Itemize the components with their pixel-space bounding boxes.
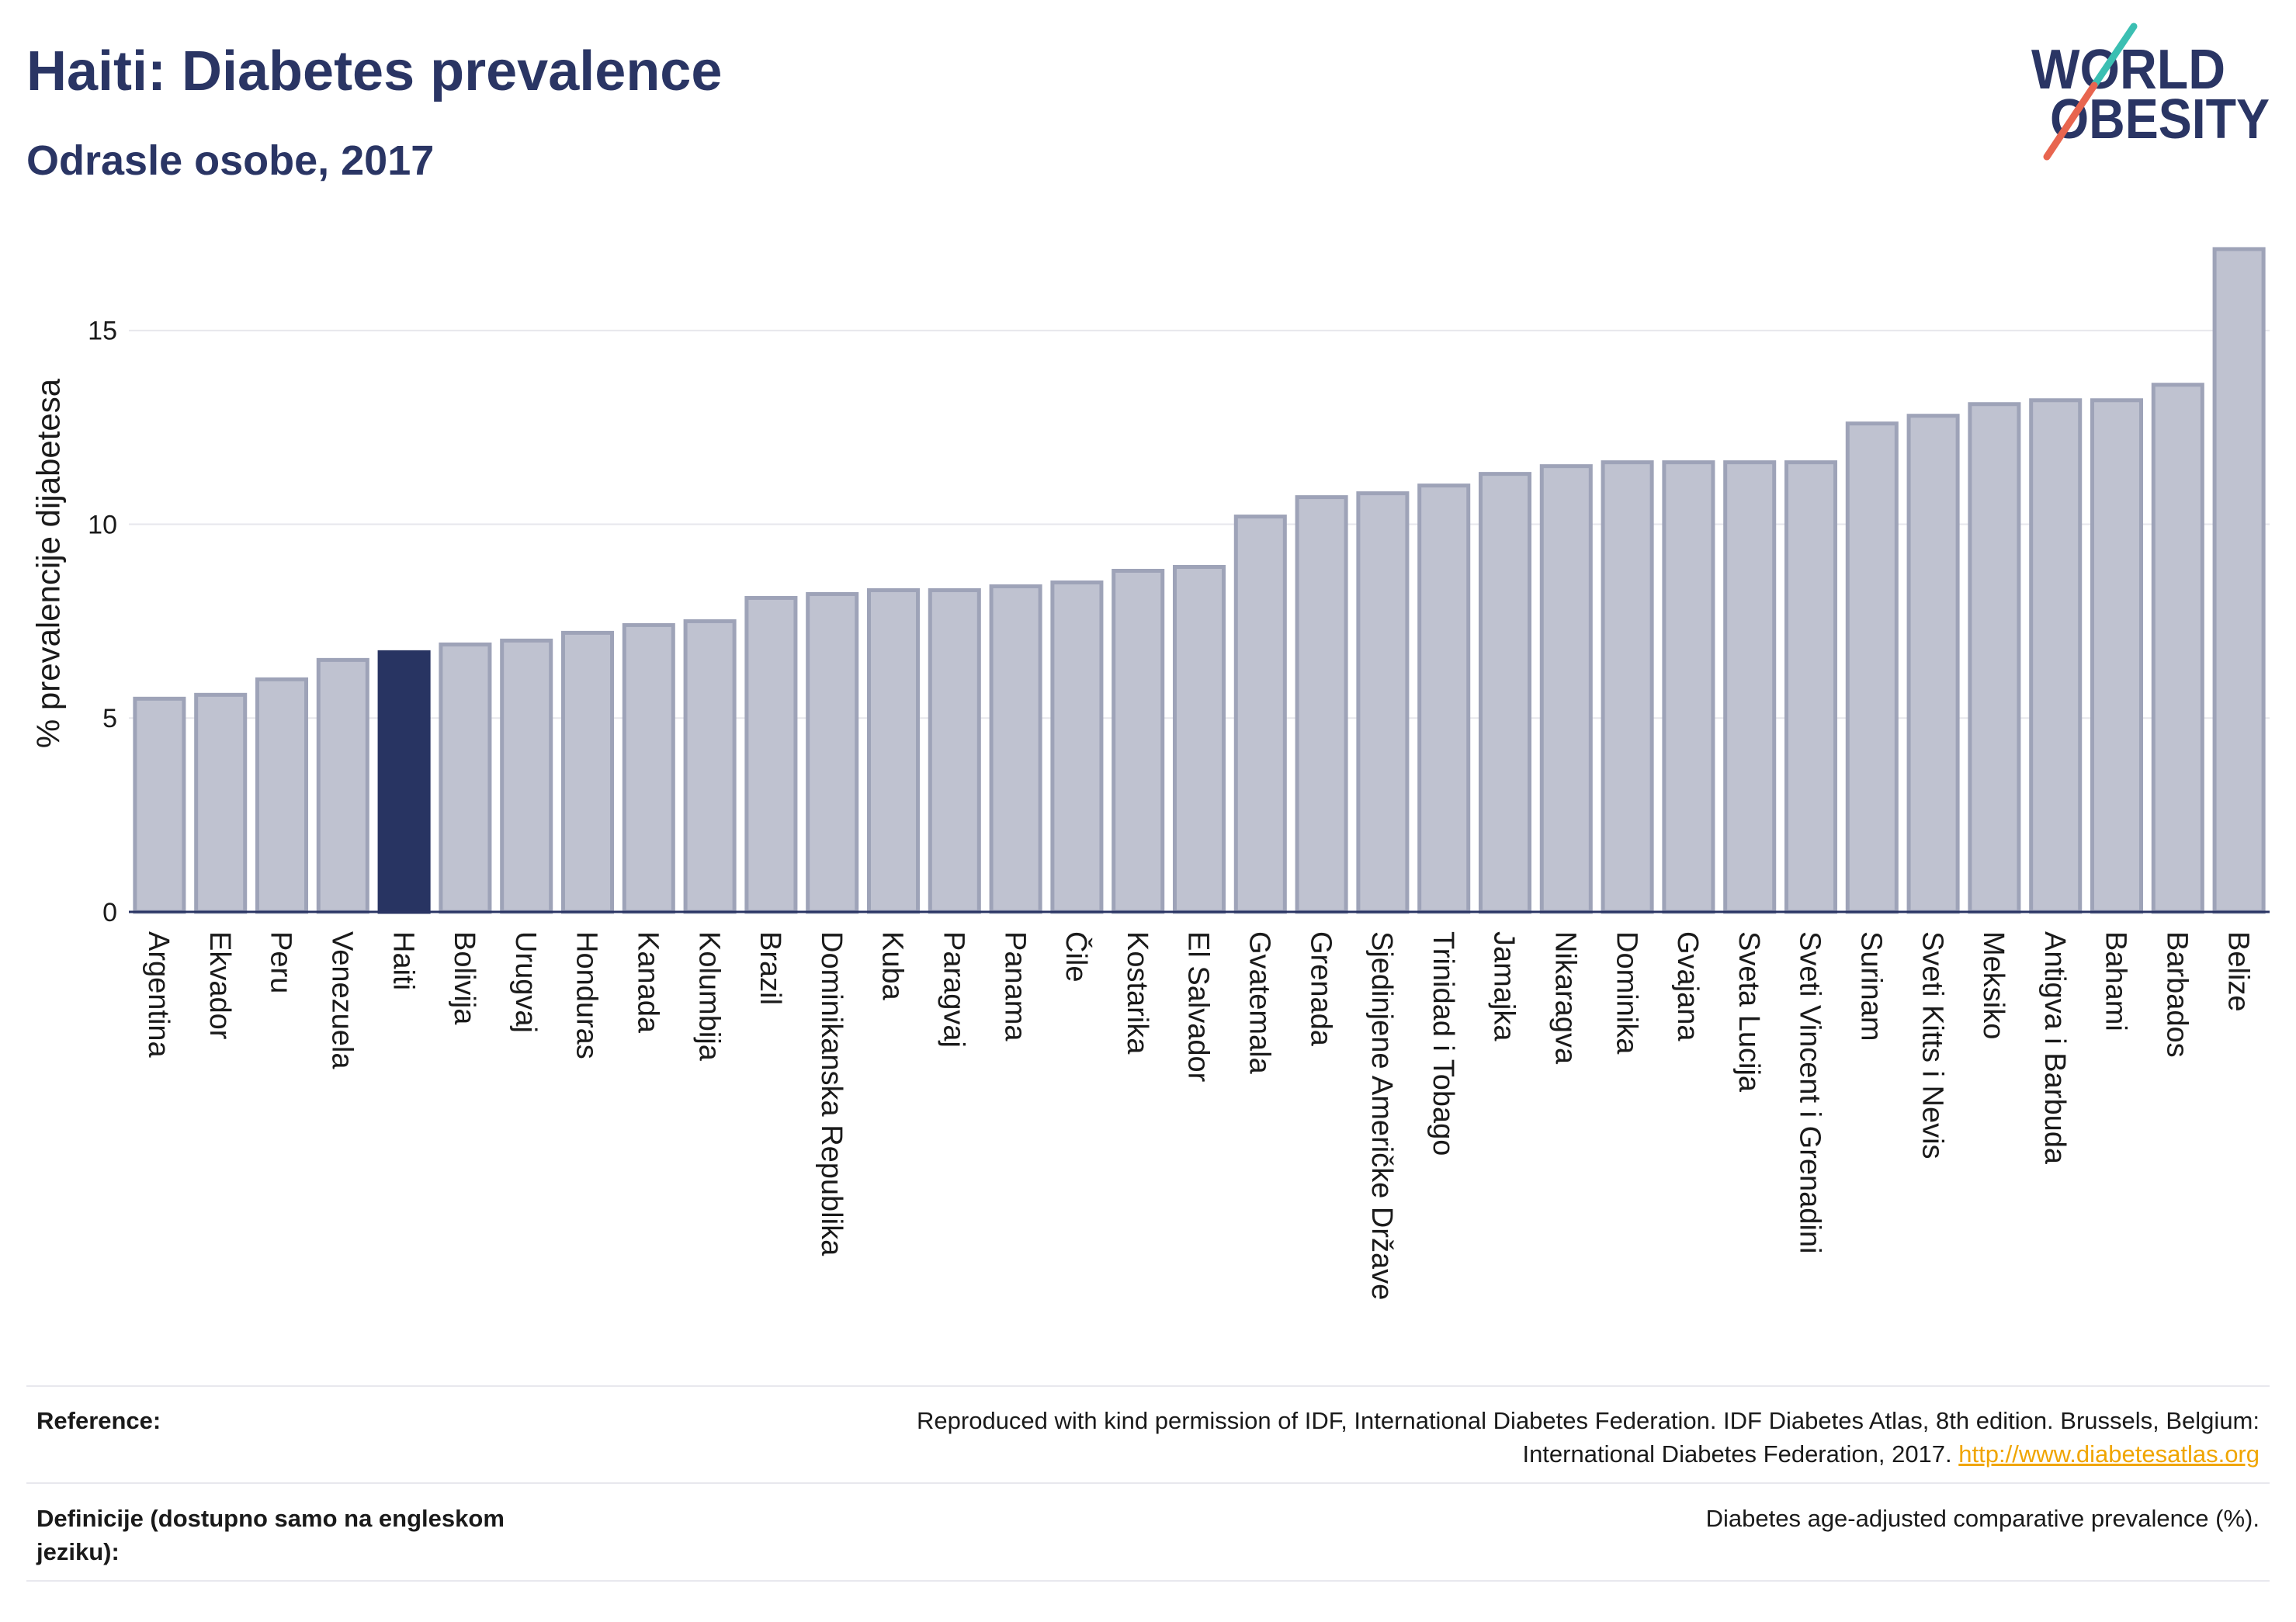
definition-text: Diabetes age-adjusted comparative preval…	[1705, 1505, 2260, 1532]
y-axis-ticks: 0 5 10 15	[88, 317, 117, 927]
x-tick-label-dominikanska-republika: Dominikanska Republika	[815, 931, 848, 1256]
reference-label: Reference:	[36, 1407, 161, 1434]
world-obesity-logo: WORLD OBESITY	[2031, 23, 2270, 161]
reference-text: Reproduced with kind permission of IDF, …	[917, 1404, 2260, 1471]
logo-word-world: WORLD	[2031, 39, 2225, 101]
x-tick-label-kuba: Kuba	[876, 931, 909, 1001]
footer-divider-top	[26, 1385, 2270, 1387]
reference-text-line-1: Reproduced with kind permission of IDF, …	[917, 1407, 2260, 1434]
x-tick-label-barbados: Barbados	[2161, 931, 2194, 1058]
x-tick-label-jamajka: Jamajka	[1488, 931, 1521, 1041]
x-tick-label-honduras: Honduras	[571, 931, 603, 1059]
bar-brazil	[744, 595, 798, 914]
bar-bahami	[2090, 398, 2144, 914]
bar-sjedinjene-americke-drzave	[1356, 491, 1410, 914]
bar-ekvador	[194, 692, 248, 914]
x-tick-label-bahami: Bahami	[2100, 931, 2132, 1031]
logo-slash-bottom	[2043, 81, 2098, 161]
x-tick-label-kanada: Kanada	[632, 931, 664, 1034]
bar-grenada	[1295, 495, 1348, 914]
x-tick-label-gvatemala: Gvatemala	[1243, 931, 1276, 1075]
x-tick-label-argentina: Argentina	[142, 931, 175, 1059]
bar-kostarika	[1112, 568, 1165, 914]
x-tick-label-ekvador: Ekvador	[203, 931, 236, 1040]
x-tick-label-kostarika: Kostarika	[1121, 931, 1153, 1055]
bar-panama	[989, 584, 1042, 914]
bar-gvatemala	[1233, 515, 1287, 914]
reference-text-line-2: International Diabetes Federation, 2017.…	[917, 1437, 2260, 1471]
x-tick-label-el-salvador: El Salvador	[1182, 931, 1215, 1083]
x-tick-label-venezuela: Venezuela	[326, 931, 359, 1069]
bar-surinam	[1845, 421, 1899, 914]
y-tick-label: 10	[88, 510, 117, 539]
x-tick-label-sjedinjene-americke-drzave: Sjedinjene Američke Države	[1365, 931, 1398, 1300]
x-tick-label-bolivija: Bolivija	[448, 931, 480, 1025]
x-tick-label-antigva-i-barbuda: Antigva i Barbuda	[2038, 931, 2071, 1165]
bar-haiti	[377, 650, 431, 914]
bar-argentina	[133, 696, 186, 914]
x-tick-label-urugvaj: Urugvaj	[509, 931, 542, 1033]
bar-sveta-lucija	[1723, 460, 1777, 914]
reference-text-publisher: International Diabetes Federation, 2017.	[1522, 1440, 1952, 1468]
reference-link[interactable]: http://www.diabetesatlas.org	[1958, 1440, 2260, 1468]
x-tick-label-cile: Čile	[1060, 931, 1094, 982]
x-tick-label-nikaragva: Nikaragva	[1549, 931, 1582, 1065]
x-tick-label-surinam: Surinam	[1855, 931, 1888, 1041]
x-tick-label-kolumbija: Kolumbija	[692, 931, 725, 1062]
x-tick-label-belize: Belize	[2221, 931, 2254, 1012]
x-tick-label-sveta-lucija: Sveta Lucija	[1732, 931, 1765, 1093]
chart-title: Haiti: Diabetes prevalence	[26, 40, 723, 102]
x-tick-label-dominika: Dominika	[1610, 931, 1642, 1055]
bar-sveti-kitts-i-nevis	[1906, 414, 1960, 914]
bar-dominika	[1601, 460, 1654, 914]
bar-peru	[255, 677, 309, 914]
bar-jamajka	[1478, 472, 1532, 914]
x-tick-label-peru: Peru	[265, 931, 297, 993]
x-tick-label-panama: Panama	[998, 931, 1031, 1041]
bar-paragvaj	[928, 587, 981, 914]
bar-barbados	[2151, 383, 2204, 914]
bar-kanada	[622, 622, 675, 914]
bar-kolumbija	[683, 619, 737, 914]
bar-chart: 0 5 10 15 Argentina Ekvador Peru Venezuela Hait…	[30, 247, 2270, 1300]
bar-meksiko	[1968, 402, 2021, 914]
y-axis-label: % prevalencije dijabetesa	[30, 378, 67, 748]
y-tick-label: 5	[102, 704, 117, 733]
y-tick-label: 0	[102, 898, 117, 927]
x-tick-label-trinidad-i-tobago: Trinidad i Tobago	[1427, 931, 1459, 1156]
chart-subtitle: Odrasle osobe, 2017	[26, 137, 435, 184]
x-tick-label-meksiko: Meksiko	[1977, 931, 2010, 1039]
bar-gvajana	[1662, 460, 1715, 914]
bar-dominikanska-republika	[806, 591, 859, 914]
x-tick-label-sveti-kitts-i-nevis: Sveti Kitts i Nevis	[1916, 931, 1948, 1159]
bar-sveti-vincent-i-grenadini	[1784, 460, 1838, 914]
bar-venezuela	[316, 657, 369, 914]
x-tick-label-gvajana: Gvajana	[1671, 931, 1704, 1041]
bar-nikaragva	[1539, 464, 1593, 914]
definition-label: Definicije (dostupno samo na engleskom j…	[36, 1505, 505, 1565]
x-tick-label-grenada: Grenada	[1304, 931, 1337, 1047]
bar-belize	[2212, 247, 2266, 914]
bars	[133, 247, 2266, 914]
x-tick-label-haiti: Haiti	[387, 931, 419, 990]
y-tick-label: 15	[88, 317, 117, 346]
bar-bolivija	[439, 642, 492, 914]
bar-antigva-i-barbuda	[2029, 398, 2083, 914]
x-tick-label-brazil: Brazil	[754, 931, 786, 1005]
bar-trinidad-i-tobago	[1417, 483, 1471, 914]
footer-divider-middle	[26, 1482, 2270, 1484]
bar-honduras	[560, 630, 615, 914]
x-axis-ticks: Argentina Ekvador Peru Venezuela Haiti Bolivi…	[142, 931, 2254, 1300]
bar-cile	[1050, 580, 1104, 914]
x-tick-label-sveti-vincent-i-grenadini: Sveti Vincent i Grenadini	[1794, 931, 1826, 1253]
logo-slash-top	[2090, 23, 2138, 89]
bar-kuba	[866, 587, 921, 914]
x-tick-label-paragvaj: Paragvaj	[938, 931, 970, 1048]
footer-divider-bottom	[26, 1580, 2270, 1582]
bar-urugvaj	[500, 638, 553, 914]
bar-el-salvador	[1172, 564, 1226, 914]
